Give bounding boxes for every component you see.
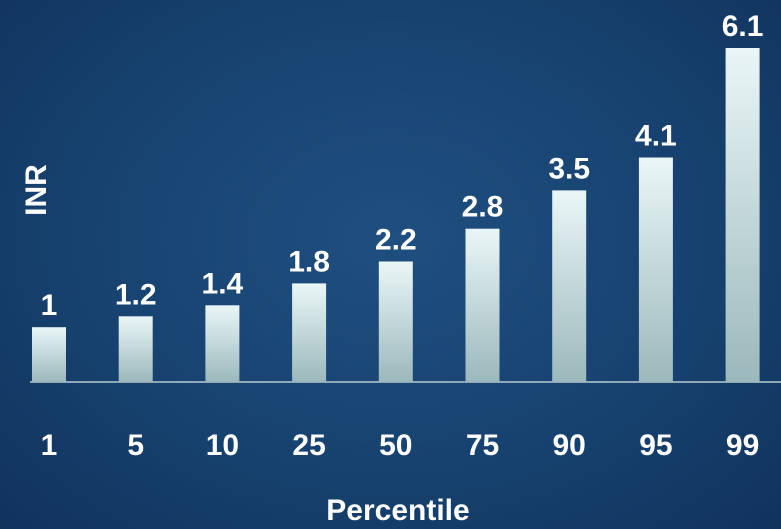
value-label-1: 1 — [41, 289, 58, 322]
x-tick-label-75: 75 — [466, 429, 499, 462]
x-tick-label-90: 90 — [553, 429, 586, 462]
value-label-25: 1.8 — [288, 245, 330, 278]
x-tick-label-25: 25 — [292, 429, 325, 462]
x-tick-label-99: 99 — [726, 429, 759, 462]
bar-99 — [725, 48, 760, 382]
x-axis-label: Percentile — [326, 494, 469, 527]
x-tick-label-95: 95 — [639, 429, 672, 462]
value-label-75: 2.8 — [462, 191, 504, 224]
value-label-50: 2.2 — [375, 224, 417, 257]
y-axis-label: INR — [20, 164, 53, 216]
bar-5 — [118, 316, 153, 382]
x-tick-label-10: 10 — [206, 429, 239, 462]
bar-90 — [552, 190, 587, 382]
bar-75 — [465, 228, 500, 382]
value-label-95: 4.1 — [635, 120, 677, 153]
x-tick-label-1: 1 — [41, 429, 58, 462]
x-tick-labels-group: 1 5 10 25 50 75 90 95 99 — [41, 429, 760, 462]
bar-95 — [638, 157, 673, 382]
value-label-10: 1.4 — [202, 267, 244, 300]
value-label-5: 1.2 — [115, 278, 157, 311]
bar-25 — [292, 283, 327, 382]
bars-group — [32, 48, 760, 382]
x-tick-label-5: 5 — [127, 429, 144, 462]
value-label-90: 3.5 — [548, 152, 590, 185]
bar-50 — [378, 261, 413, 382]
bar-10 — [205, 305, 240, 382]
bar-1 — [32, 327, 66, 382]
value-labels-group: 1 1.2 1.4 1.8 2.2 2.8 3.5 4.1 6.1 — [41, 10, 764, 322]
value-label-99: 6.1 — [722, 10, 764, 43]
x-tick-label-50: 50 — [379, 429, 412, 462]
